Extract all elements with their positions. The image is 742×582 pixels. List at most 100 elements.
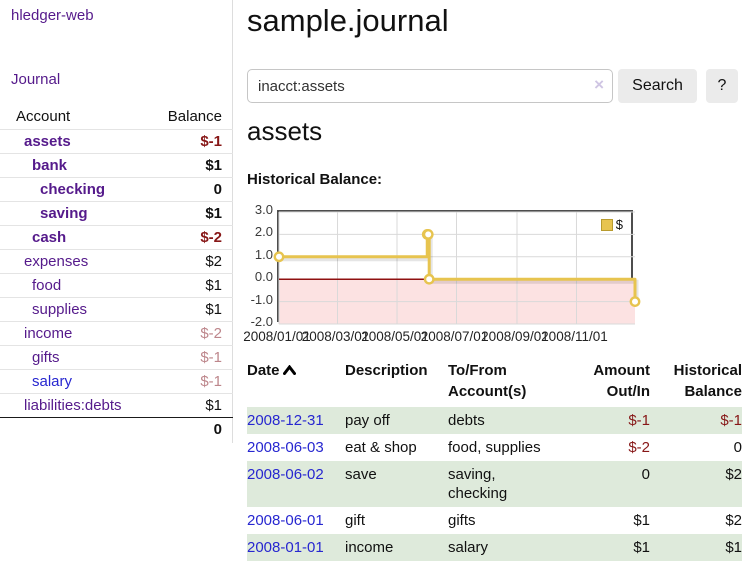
transaction-row: 2008-06-01 gift gifts $1 $2 [247, 507, 742, 534]
accounts-total-value: 0 [213, 421, 222, 438]
x-axis-tick-label: 2008/07/01 [420, 329, 489, 344]
account-balance: $-1 [200, 373, 222, 390]
account-link-bank[interactable]: bank [32, 157, 68, 174]
x-axis-tick-label: 2008/03/01 [301, 329, 370, 344]
brand-link[interactable]: hledger-web [11, 7, 94, 24]
transaction-row: 2008-06-03 eat & shop food, supplies $-2 0 [247, 434, 742, 461]
account-row: bank $1 [0, 153, 233, 178]
account-row: supplies $1 [0, 297, 233, 322]
account-balance: 0 [213, 181, 222, 198]
account-link-assets[interactable]: assets [24, 133, 71, 150]
register-table: Date Description To/From Account(s) Amou… [247, 358, 742, 561]
transaction-balance: $-1 [720, 412, 742, 429]
account-balance: $1 [205, 205, 222, 222]
transaction-amount: $-1 [628, 412, 650, 429]
account-link-saving[interactable]: saving [40, 205, 88, 222]
account-balance: $-2 [200, 229, 222, 246]
account-balance: $1 [205, 157, 222, 174]
accounts-header-row: Account Balance [0, 105, 233, 130]
account-row: cash $-2 [0, 225, 233, 250]
y-axis-tick-label: -1.0 [250, 291, 273, 307]
transaction-date-link[interactable]: 2008-12-31 [247, 412, 324, 429]
column-header-date-label: Date [247, 362, 280, 379]
account-link-food[interactable]: food [32, 277, 62, 294]
account-link-gifts[interactable]: gifts [32, 349, 60, 366]
account-row: expenses $2 [0, 249, 233, 274]
transaction-balance: $2 [725, 466, 742, 483]
transaction-description: income [345, 539, 394, 556]
main-panel: sample.journal × Search ? assets Histori… [243, 0, 742, 582]
register-heading: assets [247, 116, 323, 146]
x-axis-tick-label: 2008/05/01 [361, 329, 429, 344]
register-header-row: Date Description To/From Account(s) Amou… [247, 358, 742, 407]
search-input-wrap: × [247, 69, 613, 103]
account-balance: $-1 [200, 349, 222, 366]
historical-balance-chart: 3.0 2.0 1.0 0.0 -1.0 -2.0 $ 2008/01/01 2008/03… [243, 202, 742, 353]
y-axis-tick-label: 3.0 [254, 202, 273, 217]
transaction-amount: $1 [633, 539, 650, 556]
transaction-description: pay off [345, 412, 390, 429]
transaction-amount: 0 [641, 466, 650, 483]
column-header-date[interactable]: Date [247, 358, 345, 407]
sort-ascending-icon [282, 364, 296, 375]
transaction-accounts: saving, checking [448, 466, 508, 502]
help-button[interactable]: ? [706, 69, 738, 103]
account-row: assets $-1 [0, 129, 233, 154]
transaction-date-link[interactable]: 2008-06-01 [247, 512, 324, 529]
account-link-income[interactable]: income [24, 325, 73, 342]
transaction-date-link[interactable]: 2008-01-01 [247, 539, 324, 556]
transaction-amount: $1 [633, 512, 650, 529]
account-row: salary $-1 [0, 369, 233, 394]
transaction-balance: $2 [725, 512, 742, 529]
sidebar: hledger-web Journal Account Balance asse… [0, 0, 233, 443]
account-link-liabilities-debts[interactable]: liabilities:debts [24, 397, 122, 414]
account-row: income $-2 [0, 321, 233, 346]
search-button[interactable]: Search [618, 69, 697, 103]
transaction-description: gift [345, 512, 366, 529]
account-balance: $1 [205, 301, 222, 318]
accounts-header-balance: Balance [167, 108, 222, 125]
transaction-balance: $1 [725, 539, 742, 556]
account-link-cash[interactable]: cash [32, 229, 67, 246]
transaction-date-link[interactable]: 2008-06-02 [247, 466, 324, 483]
account-row: gifts $-1 [0, 345, 233, 370]
column-header-accounts: To/From Account(s) [448, 362, 527, 400]
transaction-accounts: gifts [448, 512, 476, 529]
account-link-salary[interactable]: salary [32, 373, 73, 390]
account-balance: $1 [205, 397, 222, 414]
account-row: saving $1 [0, 201, 233, 226]
chart-plot-area: $ [273, 210, 641, 325]
column-header-description: Description [345, 362, 428, 379]
accounts-total-spacer [0, 418, 148, 442]
column-header-amount: Amount Out/In [593, 362, 650, 400]
transaction-amount: $-2 [628, 439, 650, 456]
account-balance: $2 [205, 253, 222, 270]
account-row: liabilities:debts $1 [0, 393, 233, 418]
account-row: checking 0 [0, 177, 233, 202]
account-link-supplies[interactable]: supplies [32, 301, 88, 318]
transaction-row: 2008-12-31 pay off debts $-1 $-1 [247, 407, 742, 434]
page-title: sample.journal [247, 3, 449, 38]
clear-search-icon[interactable]: × [594, 75, 604, 94]
transaction-row: 2008-06-02 save saving, checking 0 $2 [247, 461, 742, 507]
search-input[interactable] [247, 69, 613, 103]
account-balance: $-1 [200, 133, 222, 150]
x-axis-tick-label: 2008/11/01 [541, 329, 608, 344]
account-row: food $1 [0, 273, 233, 298]
y-axis-tick-label: -2.0 [250, 314, 273, 329]
transaction-date-link[interactable]: 2008-06-03 [247, 439, 324, 456]
accounts-header-account: Account [16, 108, 71, 125]
search-bar: × Search ? [247, 69, 742, 104]
nav-journal-link[interactable]: Journal [11, 71, 61, 88]
transaction-accounts: food, supplies [448, 439, 541, 456]
account-link-checking[interactable]: checking [40, 181, 106, 198]
transaction-description: eat & shop [345, 439, 417, 456]
chart-legend: $ [598, 216, 625, 233]
transaction-row: 2008-01-01 income salary $1 $1 [247, 534, 742, 561]
transaction-description: save [345, 466, 377, 483]
transaction-balance: 0 [733, 439, 742, 456]
accounts-table: Account Balance assets $-1 bank $1 checking 0… [0, 105, 233, 441]
chart-title: Historical Balance: [247, 171, 383, 188]
account-link-expenses[interactable]: expenses [24, 253, 89, 270]
column-header-balance: Historical Balance [673, 362, 742, 400]
